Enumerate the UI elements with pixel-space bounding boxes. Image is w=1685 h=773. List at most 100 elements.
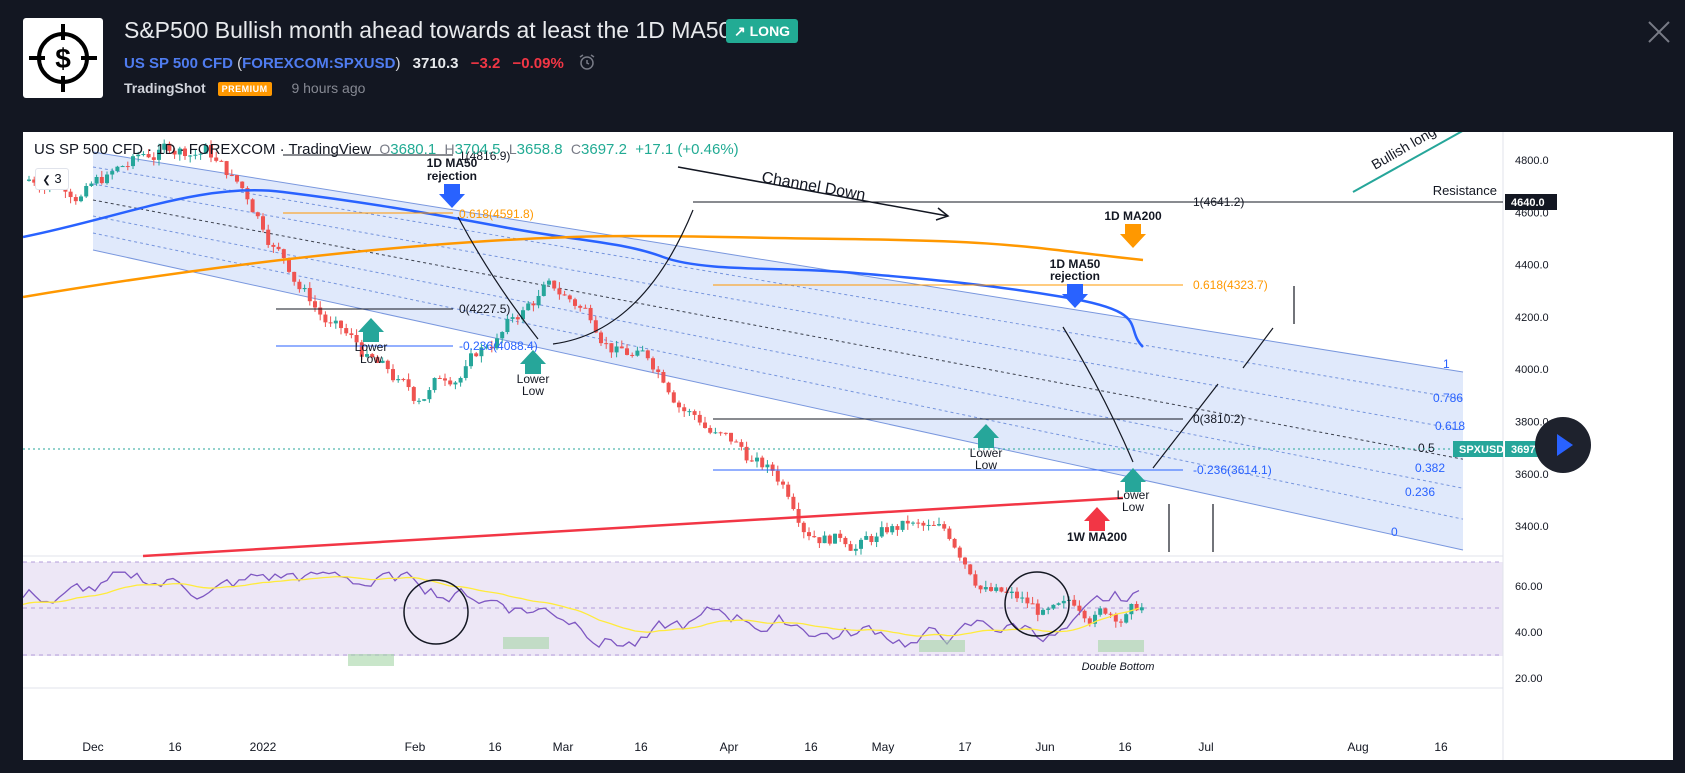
path-arrow-2 bbox=[552, 209, 694, 345]
candle-body bbox=[432, 378, 437, 391]
candle-body bbox=[313, 301, 317, 308]
price-axis-tick: 4600.0 bbox=[1515, 207, 1549, 219]
symbol-row: US SP 500 CFD (FOREXCOM:SPXUSD) 3710.3 −… bbox=[124, 53, 596, 75]
candle-body bbox=[276, 246, 281, 250]
candle-body bbox=[640, 350, 645, 352]
time-axis-label: 17 bbox=[958, 740, 972, 754]
candle-body bbox=[427, 390, 432, 400]
channel-fib-label-c1: 1 bbox=[1443, 357, 1450, 371]
legend-o-label: O bbox=[379, 141, 391, 157]
author-name[interactable]: TradingShot bbox=[124, 80, 206, 96]
candle-body bbox=[167, 143, 172, 151]
author-avatar[interactable]: $ bbox=[23, 18, 103, 98]
candle-body bbox=[1009, 591, 1014, 594]
candle-body bbox=[333, 320, 338, 324]
candle-body bbox=[359, 342, 364, 357]
candle-body bbox=[120, 166, 125, 168]
channel-fib-label-c786: 0.786 bbox=[1433, 391, 1463, 405]
time-axis-label: 16 bbox=[168, 740, 182, 754]
alarm-clock-icon[interactable] bbox=[578, 53, 596, 75]
fib1-level-1-label: 1(4816.9) bbox=[459, 149, 510, 163]
candle-body bbox=[365, 354, 369, 357]
candle-body bbox=[203, 144, 208, 154]
candle-body bbox=[1077, 605, 1082, 611]
candle-body bbox=[661, 372, 666, 383]
candle-body bbox=[68, 191, 73, 198]
candle-body bbox=[536, 295, 541, 306]
double-bottom-label: Double Bottom bbox=[1082, 661, 1155, 673]
legend-high: 3704.5 bbox=[454, 141, 501, 158]
candle-body bbox=[692, 411, 697, 415]
candle-body bbox=[1035, 603, 1040, 615]
candle-body bbox=[786, 484, 791, 497]
chart-area[interactable]: 1(4816.9) 0.618(4591.8) 0(4227.5) -0.236(40… bbox=[23, 132, 1673, 760]
fib2-level-1-label: 1(4641.2) bbox=[1193, 195, 1244, 209]
close-icon[interactable] bbox=[1645, 18, 1673, 46]
candle-body bbox=[931, 524, 936, 526]
rsi-axis-tick: 60.00 bbox=[1515, 581, 1543, 593]
path-arrow-3 bbox=[1062, 326, 1134, 463]
projection-arrow-1 bbox=[1152, 383, 1219, 469]
rsi-axis-tick: 40.00 bbox=[1515, 627, 1543, 639]
candle-body bbox=[604, 343, 609, 345]
rsi-oversold-zone-4 bbox=[1098, 640, 1144, 652]
candle-body bbox=[822, 535, 827, 544]
candle-body bbox=[411, 387, 416, 401]
indicator-collapse-button[interactable]: ❮ 3 bbox=[35, 168, 69, 190]
price-chart-svg[interactable]: 1(4816.9) 0.618(4591.8) 0(4227.5) -0.236(40… bbox=[23, 132, 1673, 760]
current-symbol-label: SPXUSD bbox=[1459, 444, 1504, 456]
long-badge: ↗ LONG bbox=[726, 19, 799, 43]
candle-body bbox=[812, 536, 817, 538]
current-symbol-marker bbox=[1453, 441, 1503, 457]
candle-body bbox=[422, 399, 427, 401]
ma200-arrow bbox=[1120, 224, 1146, 248]
candle-body bbox=[1129, 603, 1134, 615]
legend-c-label: C bbox=[570, 141, 582, 157]
lower-low-label-b-3: Low bbox=[975, 458, 997, 472]
candle-body bbox=[630, 354, 635, 356]
ma50-rejection-label-1a: 1D MA50 bbox=[427, 156, 478, 170]
candle-body bbox=[744, 446, 749, 461]
candle-body bbox=[911, 522, 915, 524]
symbol-close-paren: ) bbox=[395, 54, 401, 72]
candle-body bbox=[193, 154, 198, 156]
candle-body bbox=[328, 322, 333, 324]
rsi-circle-2 bbox=[1004, 571, 1070, 637]
rsi-axis-tick: 20.00 bbox=[1515, 673, 1543, 685]
price-axis-tick: 3600.0 bbox=[1515, 469, 1549, 481]
candle-body bbox=[599, 332, 603, 344]
channel-fib-label-c236: 0.236 bbox=[1405, 485, 1435, 499]
candle-body bbox=[942, 524, 947, 529]
candle-body bbox=[375, 357, 380, 363]
candle-body bbox=[89, 183, 94, 186]
candle-body bbox=[531, 303, 536, 306]
symbol-code-link[interactable]: FOREXCOM:SPXUSD bbox=[242, 54, 396, 72]
candle-body bbox=[978, 585, 983, 590]
candle-body bbox=[734, 441, 739, 443]
channel-fib-label-c618: 0.618 bbox=[1435, 419, 1465, 433]
candle-body bbox=[79, 196, 83, 202]
candle-body bbox=[448, 380, 453, 385]
wma200-line bbox=[142, 496, 1124, 558]
candle-body bbox=[573, 299, 577, 306]
candle-body bbox=[843, 537, 848, 545]
play-replay-button[interactable] bbox=[1535, 417, 1591, 473]
candle-body bbox=[718, 432, 723, 434]
symbol-name-link[interactable]: US SP 500 CFD bbox=[124, 54, 233, 72]
candle-body bbox=[593, 320, 598, 333]
candle-body bbox=[1108, 613, 1113, 615]
candle-body bbox=[443, 378, 447, 381]
candle-body bbox=[484, 346, 489, 348]
candle-body bbox=[370, 354, 375, 358]
candle-body bbox=[989, 587, 993, 591]
candle-body bbox=[677, 402, 681, 408]
candle-body bbox=[952, 538, 957, 548]
rsi-oversold-zone-3 bbox=[919, 640, 965, 652]
candle-body bbox=[994, 587, 999, 591]
candle-body bbox=[224, 161, 229, 176]
time-axis-label: Jul bbox=[1198, 740, 1213, 754]
candle-body bbox=[136, 154, 141, 157]
candle-body bbox=[708, 427, 713, 433]
wma200-arrow bbox=[1084, 507, 1110, 531]
candle-body bbox=[807, 532, 811, 537]
